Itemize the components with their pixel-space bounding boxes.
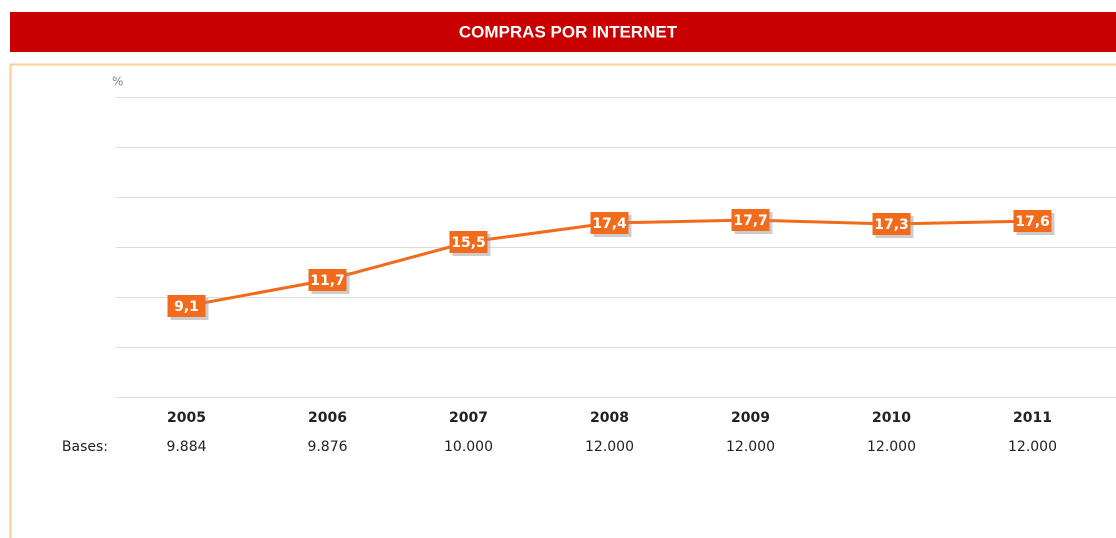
base-value: 12.000 [585,439,634,455]
x-tick-label: 2006 [308,410,347,426]
bases-label: Bases: [62,439,108,455]
point-marker [872,213,911,235]
panel-border [9,63,1116,538]
base-value: 12.000 [1008,439,1057,455]
y-axis-label: % [112,75,123,89]
x-tick-label: 2008 [590,410,629,426]
point-marker [167,295,206,317]
base-value: 12.000 [726,439,775,455]
point-marker [1013,210,1052,232]
x-tick-label: 2009 [731,410,770,426]
data-label: 17,3 [874,217,909,233]
header-bar [10,12,1116,52]
base-value: 9.884 [166,439,206,455]
data-label: 9,1 [174,299,199,315]
x-tick-label: 2005 [167,410,206,426]
data-label: 11,7 [310,273,345,289]
data-label: 17,7 [733,213,768,229]
point-marker [308,269,347,291]
base-value: 12.000 [867,439,916,455]
point-marker [731,209,770,231]
data-label: 17,4 [592,216,627,232]
x-tick-label: 2011 [1013,410,1052,426]
x-tick-label: 2007 [449,410,488,426]
point-marker [590,212,629,234]
data-label: 17,6 [1015,214,1050,230]
x-tick-label: 2010 [872,410,911,426]
base-value: 10.000 [444,439,493,455]
data-label: 15,5 [451,235,486,251]
base-value: 9.876 [307,439,347,455]
point-marker [449,231,488,253]
chart-title: COMPRAS POR INTERNET [459,22,678,41]
